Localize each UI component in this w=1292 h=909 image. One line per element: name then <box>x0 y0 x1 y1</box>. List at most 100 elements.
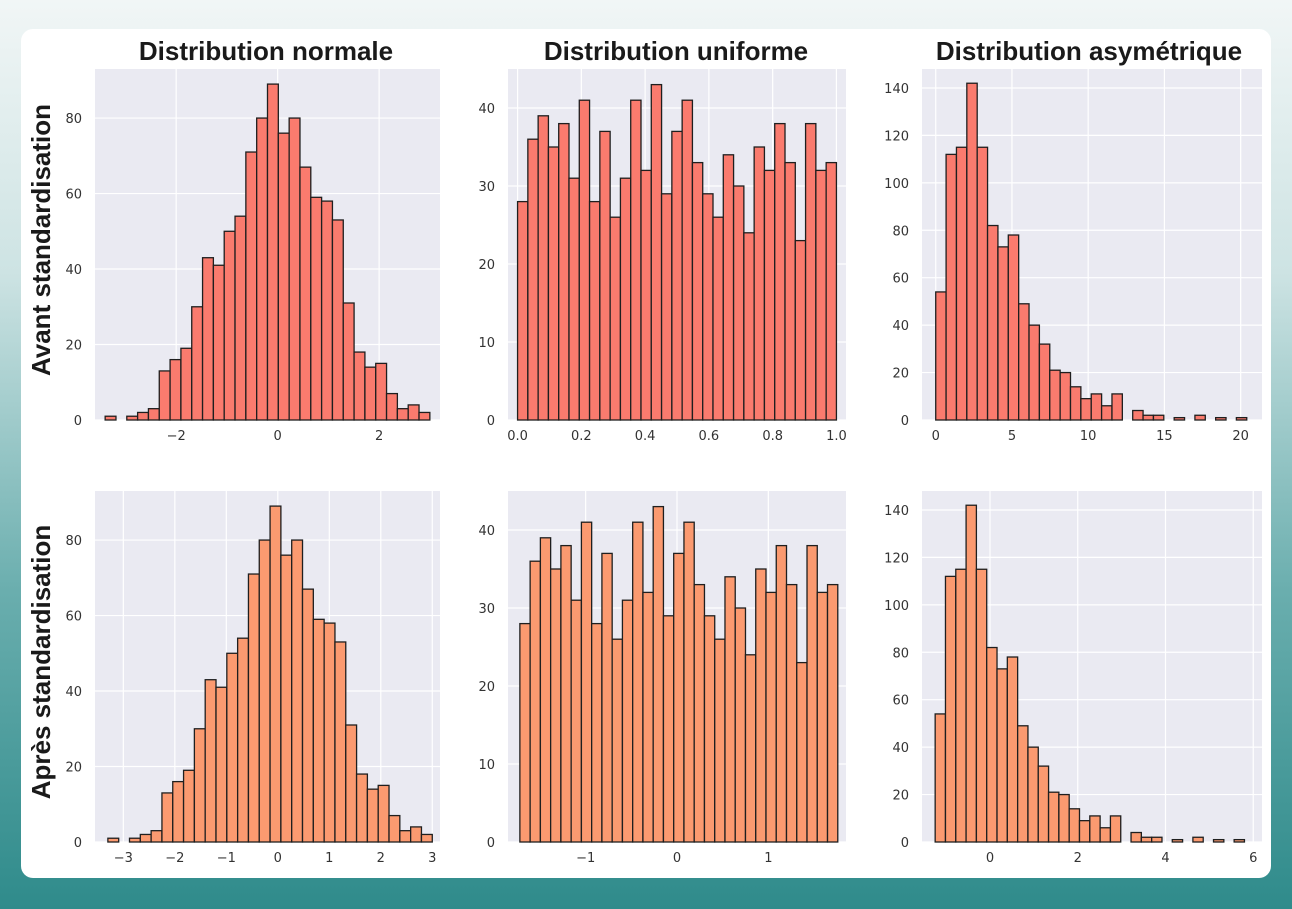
histogram-bar <box>291 539 304 843</box>
histogram-bar <box>1007 234 1020 421</box>
histogram-bar <box>288 117 301 421</box>
histogram-bar <box>1018 303 1030 421</box>
histogram-bar <box>323 622 336 843</box>
histogram-bar <box>128 837 141 843</box>
histogram-bar <box>806 544 818 843</box>
histogram-bar <box>312 618 325 843</box>
histogram-bar <box>1080 398 1092 421</box>
histogram-bar <box>1171 838 1184 843</box>
histogram-bar <box>247 573 260 843</box>
histogram-bar <box>539 537 552 843</box>
histogram-bar <box>320 200 334 421</box>
y-tick-label: 60 <box>892 272 909 287</box>
x-tick-label: 0.2 <box>571 429 592 444</box>
histogram-bar <box>407 404 420 421</box>
histogram-bar <box>169 358 182 421</box>
histogram-bar <box>388 814 401 843</box>
histogram-bar <box>775 544 788 843</box>
histogram-bar <box>944 575 957 843</box>
y-tick-label: 120 <box>884 551 909 566</box>
x-tick-label: −3 <box>114 851 133 866</box>
histogram-bar <box>549 568 562 843</box>
y-tick-label: 40 <box>892 319 909 334</box>
histogram-bar <box>935 291 947 421</box>
histogram-bar <box>632 521 644 843</box>
y-tick-label: 60 <box>65 610 82 625</box>
histogram-bar <box>986 224 999 421</box>
histogram-bar <box>245 151 258 421</box>
histogram-bar <box>588 200 601 421</box>
y-tick-label: 40 <box>892 741 909 756</box>
histogram-bar <box>755 568 767 843</box>
histogram-bar <box>1100 405 1113 421</box>
histogram-bar <box>1047 791 1060 843</box>
histogram-bar <box>796 661 808 843</box>
histogram-bar <box>396 408 409 421</box>
histogram-bar <box>1132 409 1144 421</box>
histogram-bar <box>1006 656 1019 843</box>
histogram-bar <box>934 713 947 843</box>
histogram-bar <box>1078 820 1091 843</box>
x-tick-label: 2 <box>375 429 383 444</box>
histogram-bar <box>693 583 706 843</box>
x-tick-label: −1 <box>576 851 595 866</box>
histogram-bar <box>204 679 217 843</box>
y-tick-label: 20 <box>478 680 495 695</box>
y-tick-label: 0 <box>487 414 495 429</box>
x-tick-label: 0 <box>673 851 681 866</box>
y-tick-label: 40 <box>478 524 495 539</box>
histogram-bar <box>172 780 185 843</box>
histogram-bar <box>236 637 250 843</box>
x-tick-label: 4 <box>1161 851 1169 866</box>
y-tick-label: 60 <box>892 694 909 709</box>
histogram-bar <box>816 591 829 843</box>
histogram-bar <box>966 82 978 421</box>
histogram-panel-2: 0.0 0.2 0.4 0.6 0.8 1.0 0 10 20 30 40 <box>478 69 847 444</box>
histogram-panel-3: 0 5 10 15 20 0 20 40 60 80 100 120 140 <box>884 69 1262 444</box>
histogram-bar <box>180 347 193 421</box>
histogram-bar <box>734 607 747 843</box>
histogram-bar <box>580 521 593 843</box>
histogram-bar <box>256 117 269 421</box>
histogram-bar <box>714 638 726 843</box>
histogram-bar <box>671 130 683 421</box>
histogram-bar <box>234 215 247 421</box>
x-tick-label: 2 <box>1074 851 1082 866</box>
histogram-bar <box>815 169 827 421</box>
histogram-figure: Distribution normale Distribution unifor… <box>26 36 1262 866</box>
histogram-bar <box>955 568 967 843</box>
histogram-bar <box>683 521 695 843</box>
y-tick-label: 0 <box>74 414 82 429</box>
histogram-bar <box>825 161 838 421</box>
histogram-bar <box>516 200 529 421</box>
x-tick-label: −2 <box>167 429 186 444</box>
histogram-bar <box>1235 416 1248 421</box>
histogram-bar <box>1027 746 1039 843</box>
figure-card: Distribution normale Distribution unifor… <box>21 29 1271 878</box>
y-tick-label: 60 <box>65 188 82 203</box>
histogram-bar <box>331 219 344 421</box>
histogram-bar <box>269 505 282 843</box>
x-tick-label: 1.0 <box>826 429 847 444</box>
histogram-bar <box>1109 815 1122 843</box>
histogram-bar <box>673 552 685 843</box>
histogram-bar <box>1142 414 1155 421</box>
histogram-bar <box>724 576 736 843</box>
histogram-bar <box>519 622 531 843</box>
histogram-bar <box>1212 838 1225 843</box>
histogram-bar <box>1068 808 1081 843</box>
histogram-bar <box>375 362 388 421</box>
histogram-bar <box>794 239 807 421</box>
x-tick-label: 15 <box>1156 429 1173 444</box>
y-tick-label: 20 <box>65 761 82 776</box>
y-tick-label: 120 <box>884 129 909 144</box>
y-tick-label: 10 <box>478 336 495 351</box>
histogram-bar <box>193 728 206 843</box>
histogram-bar <box>945 153 958 421</box>
histogram-bar <box>527 138 539 421</box>
histogram-bar <box>986 646 998 843</box>
histogram-bar <box>560 544 572 843</box>
y-tick-label: 100 <box>884 599 909 614</box>
histogram-bar <box>826 583 839 843</box>
